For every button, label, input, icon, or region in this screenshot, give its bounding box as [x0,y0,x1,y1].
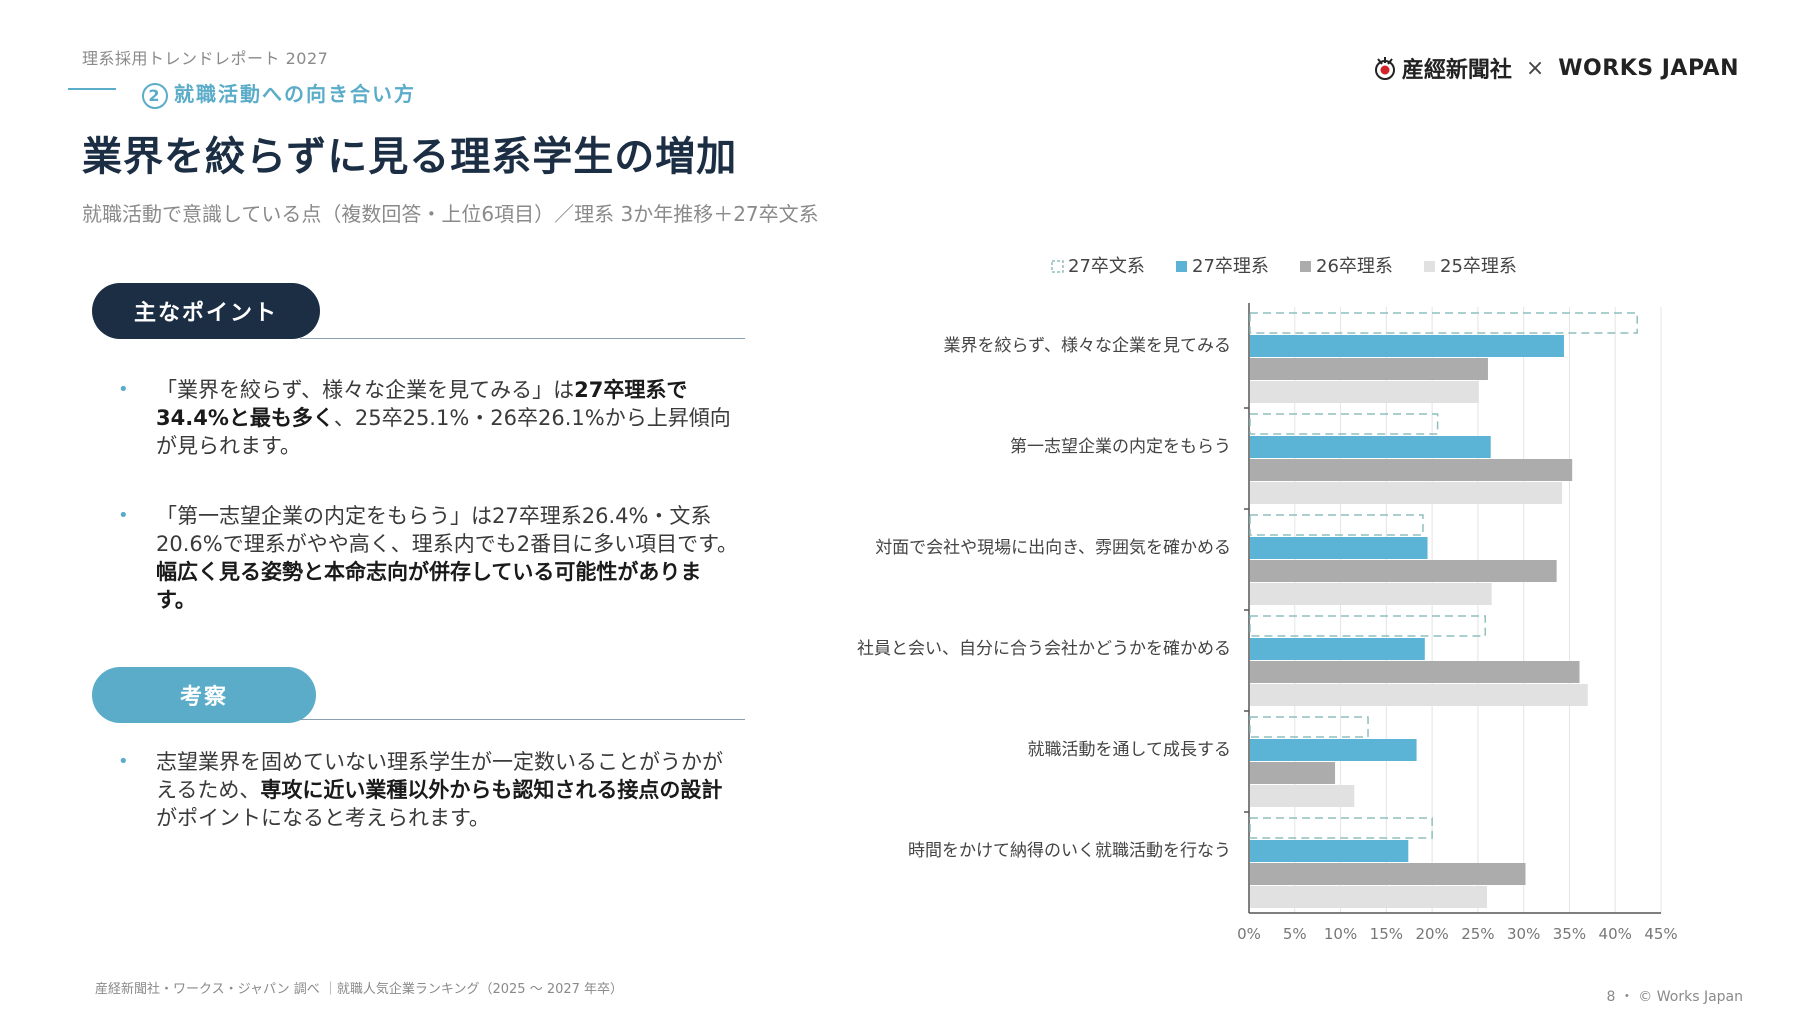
x-tick-label: 40% [1599,925,1632,943]
category-label: 対面で会社や現場に出向き、雰囲気を確かめる [875,538,1231,558]
bullet-1-text-a: 「業界を絞らず、様々な企業を見てみる」は [156,378,575,402]
bar-26卒理系 [1250,459,1573,481]
consider-text-b: がポイントになると考えられます。 [156,806,490,830]
page-subtitle: 就職活動で意識している点（複数回答・上位6項目）／理系 3か年推移＋27卒文系 [82,202,819,226]
bullet-1-text-b: 、25卒25.1%・26卒26.1%から上昇傾向が見られます。 [156,406,731,458]
bar-27卒文系 [1249,817,1433,839]
bar-27卒文系 [1249,716,1369,738]
bar-27卒文系 [1249,615,1486,637]
sankei-logo-text: 産經新聞社 [1401,58,1512,83]
legend-swatch [1051,260,1064,273]
section-label-text: 就職活動への向き合い方 [174,82,416,106]
legend-label: 27卒文系 [1068,256,1145,277]
x-tick-label: 5% [1283,925,1307,943]
bar-27卒理系 [1250,638,1425,660]
bar-chart: 0% 5% 10% 15% 20% 25% 30% 35% 40% 45% 業界を絞らず、様々な企業… [857,256,1678,943]
bullet-dot: • [118,751,129,772]
x-tick-label: 20% [1415,925,1448,943]
bar-26卒理系 [1250,358,1488,380]
x-tick-label: 10% [1324,925,1357,943]
bar-25卒理系 [1250,482,1563,504]
footer-page: 8 ・ © Works Japan [1606,989,1744,1005]
category-label: 業界を絞らず、様々な企業を見てみる [944,336,1231,356]
section-rule [68,88,116,90]
bar-26卒理系 [1250,863,1526,885]
bar-27卒文系 [1249,514,1424,536]
legend-swatch [1176,261,1187,272]
bar-27卒文系 [1249,312,1638,334]
consider-bullet-1: • 志望業界を固めていない理系学生が一定数いることがうかがえるため、専攻に近い業… [118,748,738,832]
consider-heading: 考察 [92,667,316,723]
bullet-1-bold: 27卒理系で34.4%と最も多く [156,378,688,430]
x-tick-label: 30% [1507,925,1540,943]
consider-rule [300,719,745,720]
consider-bold: 専攻に近い業種以外からも認知される接点の設計 [260,778,723,802]
bar-25卒理系 [1250,381,1479,403]
section-number: 2 [142,83,168,109]
bar-25卒理系 [1250,886,1488,908]
bar-27卒理系 [1250,335,1564,357]
legend-swatch [1424,261,1435,272]
bar-25卒理系 [1250,684,1588,706]
page-title: 業界を絞らずに見る理系学生の増加 [82,134,738,180]
points-rule [300,338,745,339]
report-label: 理系採用トレンドレポート 2027 [82,49,329,68]
legend-label: 27卒理系 [1192,256,1269,277]
bar-26卒理系 [1250,560,1557,582]
sankei-mark-icon [1374,57,1395,80]
bullet-2-bold: 幅広く見る姿勢と本命志向が併存している可能性があります。 [156,560,702,612]
point-bullet-2: • 「第一志望企業の内定をもらう」は27卒理系26.4%・文系20.6%で理系が… [118,502,738,614]
bullet-dot: • [118,379,129,400]
logo-group: 産經新聞社 × WORKS JAPAN [1372,52,1739,84]
point-bullet-1: • 「業界を絞らず、様々な企業を見てみる」は27卒理系で34.4%と最も多く、2… [118,376,738,460]
bar-27卒文系 [1249,413,1439,435]
category-label: 時間をかけて納得のいく就職活動を行なう [908,841,1231,861]
works-japan-logo: WORKS JAPAN [1558,55,1739,81]
consider-text-a: 志望業界を固めていない理系学生が一定数いることがうかがえるため、 [156,750,723,802]
section-label: 2 就職活動への向き合い方 [142,78,416,109]
bar-27卒理系 [1250,537,1428,559]
bar-27卒理系 [1250,436,1491,458]
bar-27卒理系 [1250,840,1409,862]
x-tick-label: 25% [1461,925,1494,943]
bar-25卒理系 [1250,583,1492,605]
footer-source: 産経新聞社・ワークス・ジャパン 調べ ｜就職人気企業ランキング（2025 〜 2… [95,982,624,997]
sankei-logo: 産經新聞社 [1372,52,1512,84]
bar-27卒理系 [1250,739,1417,761]
bullet-dot: • [118,505,129,526]
bar-25卒理系 [1250,785,1355,807]
x-tick-label: 15% [1370,925,1403,943]
bar-26卒理系 [1250,661,1580,683]
category-label: 社員と会い、自分に合う会社かどうかを確かめる [857,639,1231,659]
x-tick-label: 0% [1237,925,1261,943]
bar-26卒理系 [1250,762,1336,784]
x-tick-label: 45% [1644,925,1677,943]
x-tick-label: 35% [1553,925,1586,943]
legend-label: 25卒理系 [1440,256,1517,277]
category-label: 就職活動を通して成長する [1028,740,1232,760]
logo-times: × [1525,55,1545,81]
legend-swatch [1300,261,1311,272]
legend-label: 26卒理系 [1316,256,1393,277]
points-heading: 主なポイント [92,283,320,339]
bullet-2-text-a: 「第一志望企業の内定をもらう」は27卒理系26.4%・文系20.6%で理系がやや… [156,504,738,556]
category-label: 第一志望企業の内定をもらう [1010,437,1231,457]
